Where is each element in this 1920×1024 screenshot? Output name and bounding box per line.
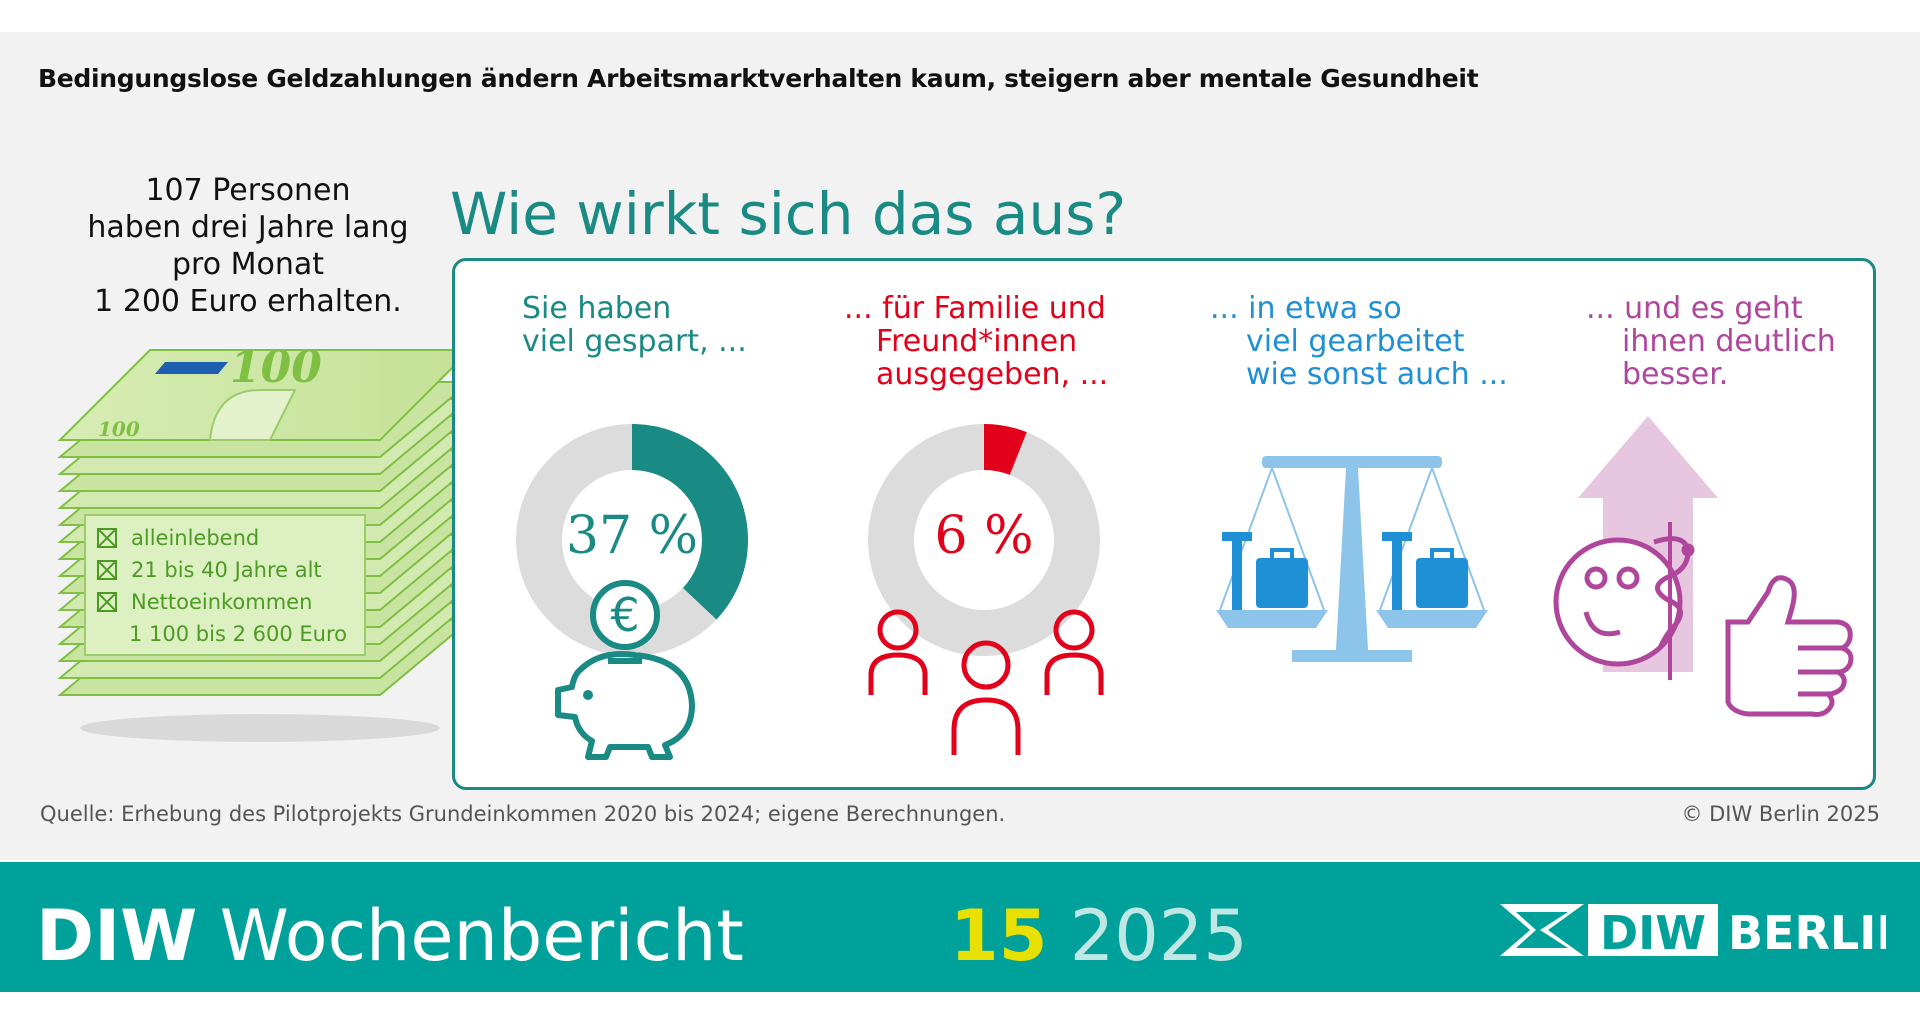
intro-line: 1 200 Euro erhalten. — [94, 284, 402, 319]
percent-saved: 37 % — [565, 506, 699, 566]
banknote-value: 100 — [230, 342, 322, 393]
list-item: 21 bis 40 Jahre alt — [97, 554, 367, 586]
copyright-note: © DIW Berlin 2025 — [1681, 802, 1880, 826]
column-saved-text: Sie haben viel gespart, ... — [522, 292, 747, 358]
issue-year: 2025 — [1069, 895, 1248, 977]
criterion-label: alleinlebend — [131, 526, 260, 550]
banknote-small-value: 100 — [98, 417, 140, 441]
text-line: wie sonst auch ... — [1246, 357, 1508, 392]
text-line: viel gespart, ... — [522, 324, 747, 359]
diw-berlin-logo: DIW BERLIN — [1500, 904, 1886, 960]
svg-text:€: € — [610, 588, 639, 642]
percent-spent: 6 % — [934, 506, 1034, 566]
donut-spent — [868, 424, 1100, 656]
criterion-label: 21 bis 40 Jahre alt — [131, 558, 322, 582]
brand-bold: DIW — [36, 895, 198, 977]
text-line: Freund*innen — [876, 324, 1078, 359]
column-spent-text: ... für Familie und Freund*innen ausgege… — [844, 292, 1108, 391]
text-line: ihnen deutlich — [1622, 324, 1836, 359]
text-line: viel gearbeitet — [1246, 324, 1465, 359]
piggy-bank-icon: € — [555, 580, 695, 760]
criterion-label: 1 100 bis 2 600 Euro — [129, 622, 347, 646]
logo-berlin: BERLIN — [1728, 906, 1886, 960]
intro-line: 107 Personen — [145, 173, 351, 208]
intro-line: haben drei Jahre lang — [87, 210, 409, 245]
list-item: Nettoeinkommen — [97, 586, 367, 618]
checkbox-icon — [97, 592, 117, 612]
wellbeing-icon — [1553, 416, 1854, 717]
brand-rest: Wochenbericht — [197, 895, 744, 977]
people-icon — [868, 609, 1104, 755]
text-line: ... für Familie und — [844, 291, 1106, 326]
text-line: ... und es geht — [1586, 291, 1803, 326]
criterion-label: Nettoeinkommen — [131, 590, 313, 614]
source-note: Quelle: Erhebung des Pilotprojekts Grund… — [40, 802, 1006, 826]
issue-label: 15 2025 — [950, 895, 1248, 977]
question-title: Wie wirkt sich das aus? — [450, 180, 1127, 248]
text-line: ... in etwa so — [1210, 291, 1402, 326]
criteria-list: alleinlebend 21 bis 40 Jahre alt Nettoei… — [97, 522, 367, 650]
issue-number: 15 — [950, 895, 1048, 977]
checkbox-icon — [97, 528, 117, 548]
donut-segment — [516, 424, 748, 656]
publication-title: DIW Wochenbericht — [36, 895, 744, 977]
checkbox-icon — [97, 560, 117, 580]
intro-line: pro Monat — [171, 247, 324, 282]
donut-segment — [868, 424, 1100, 656]
list-item: alleinlebend — [97, 522, 367, 554]
column-worked-text: ... in etwa so viel gearbeitet wie sonst… — [1210, 292, 1508, 391]
scale-icon — [1216, 456, 1488, 662]
column-better-text: ... und es geht ihnen deutlich besser. — [1586, 292, 1836, 391]
text-line: besser. — [1622, 357, 1729, 392]
headline: Bedingungslose Geldzahlungen ändern Arbe… — [38, 64, 1479, 93]
logo-diw: DIW — [1600, 906, 1706, 960]
list-item: 1 100 bis 2 600 Euro — [97, 618, 367, 650]
text-line: ausgegeben, ... — [876, 357, 1109, 392]
text-line: Sie haben — [522, 291, 672, 326]
intro-text: 107 Personen haben drei Jahre lang pro M… — [60, 172, 436, 320]
